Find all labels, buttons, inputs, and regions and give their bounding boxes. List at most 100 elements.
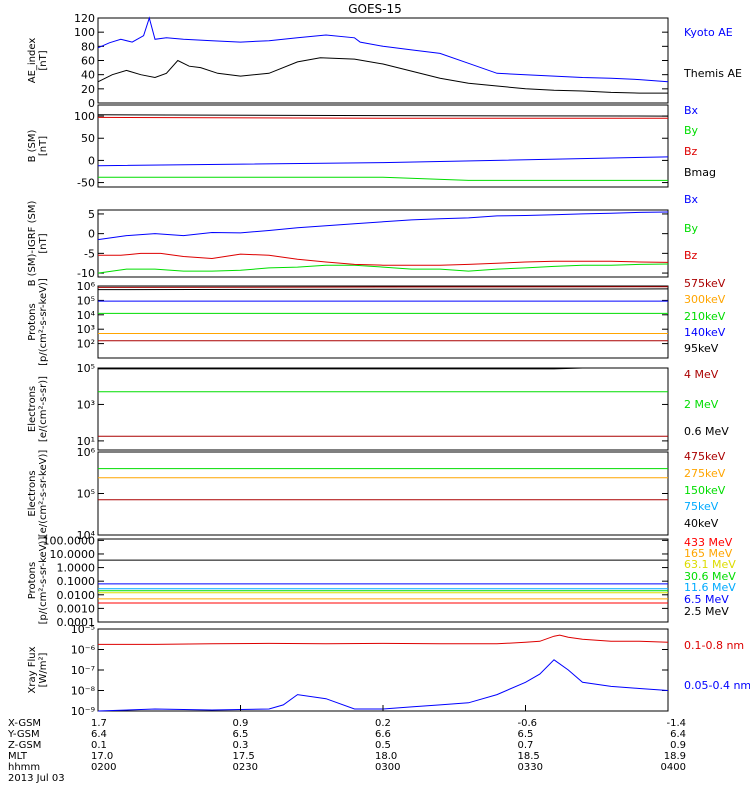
panel-7: 10⁻⁹ 10⁻⁸ 10⁻⁷ 10⁻⁶ 10⁻⁵ Xray Flux [W/m²] 0.1-0… — [27, 623, 750, 718]
y-tick-label: 10³ — [77, 398, 95, 411]
orbit-value: 0.1 — [91, 740, 107, 751]
series-line-bx — [97, 156, 669, 167]
y-tick-label: 0.0010 — [57, 602, 96, 615]
legend-entry: 210keV — [684, 310, 726, 323]
panel-frame — [97, 104, 669, 188]
orbit-value: 18.5 — [518, 751, 540, 762]
orbit-value: -0.6 — [518, 718, 538, 729]
legend-entry: 63.1 MeV — [684, 558, 736, 571]
legend-entry: By — [684, 222, 699, 235]
y-tick-label: 10⁴ — [77, 309, 96, 322]
legend-entry: 0.1-0.8 nm — [684, 639, 744, 652]
orbit-row-label: Y-GSM — [7, 729, 40, 740]
panel-2: -10 -5 0 5 B (SM)-IGRF (SM) [nT] Bx By Bz — [27, 193, 699, 286]
orbit-value: 0.9 — [233, 718, 249, 729]
series-line-by — [97, 263, 669, 274]
y-axis-label: Protons — [27, 562, 38, 599]
legend-entry: 6.5 MeV — [684, 593, 729, 606]
orbit-value: 0.5 — [375, 740, 391, 751]
orbit-value: 0230 — [233, 762, 258, 773]
y-tick-label: -5 — [84, 247, 95, 260]
y-tick-label: 10³ — [77, 323, 95, 336]
panel-frame — [97, 209, 669, 278]
y-tick-label: 10² — [77, 338, 95, 351]
series-line-kyoto-ae — [97, 16, 669, 83]
y-axis-label: Electrons — [27, 470, 38, 516]
orbit-value: 0300 — [375, 762, 400, 773]
orbit-value: 17.0 — [91, 751, 113, 762]
legend-entry: Bx — [684, 193, 699, 206]
y-axis-label: [e/(cm²-s-sr)] — [38, 376, 49, 442]
series-line-0-6-mev — [98, 367, 668, 370]
y-tick-label: 100 — [74, 110, 95, 123]
legend-entry: 150keV — [684, 484, 726, 497]
orbit-value: 0.7 — [518, 740, 534, 751]
y-tick-label: 10⁵ — [77, 294, 95, 307]
y-axis-label: Protons — [27, 303, 38, 340]
legend-entry: Themis AE — [683, 67, 742, 80]
panel-4: 10¹ 10³ 10⁵ Electrons [e/(cm²-s-sr)] 4 MeV 2 M… — [27, 362, 729, 451]
y-axis-label: [p/(cm²-s-sr-keV)] — [38, 537, 49, 625]
legend-entry: Kyoto AE — [684, 26, 733, 39]
panel-frame — [97, 17, 669, 104]
y-tick-label: 10⁻⁸ — [71, 685, 96, 698]
orbit-value: 0.2 — [375, 718, 391, 729]
orbit-value: 0330 — [518, 762, 543, 773]
y-tick-label: 5 — [88, 208, 95, 221]
y-tick-label: 80 — [81, 40, 95, 53]
y-tick-label: 60 — [81, 55, 95, 68]
panel-frame — [97, 538, 669, 623]
y-tick-label: 120 — [74, 12, 95, 25]
y-axis-label: [nT] — [38, 136, 49, 156]
y-tick-label: 0 — [88, 154, 95, 167]
y-tick-label: -10 — [77, 267, 95, 280]
legend-entry: 11.6 MeV — [684, 581, 736, 594]
legend-entry: 0.05-0.4 nm — [684, 679, 750, 692]
y-tick-label: 10¹ — [77, 435, 95, 448]
orbit-row-label: hhmm — [8, 762, 40, 773]
orbit-value: 1.7 — [91, 718, 107, 729]
series-line-95kev — [97, 288, 669, 291]
orbit-value: 6.5 — [518, 729, 534, 740]
series-line-by — [98, 176, 668, 181]
legend-entry: 275keV — [684, 467, 726, 480]
legend-entry: Bz — [684, 249, 698, 262]
orbit-value: 0.9 — [670, 740, 686, 751]
orbit-row-label: MLT — [8, 751, 28, 762]
legend-entry: 0.6 MeV — [684, 425, 729, 438]
orbit-row-label: X-GSM — [8, 718, 41, 729]
panel-5: 10⁴ 10⁵ 10⁶ Electrons [e/(cm²-s-sr-keV)] 475k… — [27, 446, 726, 542]
y-axis-label: B (SM) — [27, 129, 38, 162]
y-axis-label: [e/(cm²-s-sr-keV)] — [38, 450, 49, 538]
y-axis-label: [p/(cm²-s-sr-keV)] — [38, 278, 49, 366]
orbit-value: 0.3 — [233, 740, 249, 751]
y-axis-label: [nT] — [38, 50, 49, 70]
y-tick-label: 0.0001 — [57, 616, 96, 629]
panel-1: -50 0 50 100 B (SM) [nT] Bx By Bz Bmag — [27, 104, 716, 190]
legend-entry: By — [684, 124, 699, 137]
legend-entry: Bx — [684, 104, 699, 117]
y-tick-label: 100 — [74, 26, 95, 39]
legend-entry: 433 MeV — [684, 536, 733, 549]
y-tick-label: 10⁶ — [77, 280, 96, 293]
legend-entry: 75keV — [684, 500, 719, 513]
legend-entry: 95keV — [684, 342, 719, 355]
legend-entry: 165 MeV — [684, 547, 733, 560]
orbit-value: 18.0 — [375, 751, 397, 762]
legend-entry: 575keV — [684, 277, 726, 290]
y-tick-label: -50 — [77, 177, 95, 190]
y-axis-label: AE_index — [27, 38, 38, 84]
orbit-value: -1.4 — [666, 718, 686, 729]
legend-entry: Bmag — [684, 166, 716, 179]
orbit-value: 6.6 — [375, 729, 391, 740]
series-line-bz — [97, 116, 668, 119]
legend-entry: 140keV — [684, 326, 726, 339]
y-tick-label: 0.0100 — [57, 589, 96, 602]
y-tick-label: 0 — [88, 97, 95, 110]
series-line-575kev — [97, 286, 669, 288]
legend-entry: 300keV — [684, 293, 726, 306]
series-line-bx — [97, 211, 669, 241]
